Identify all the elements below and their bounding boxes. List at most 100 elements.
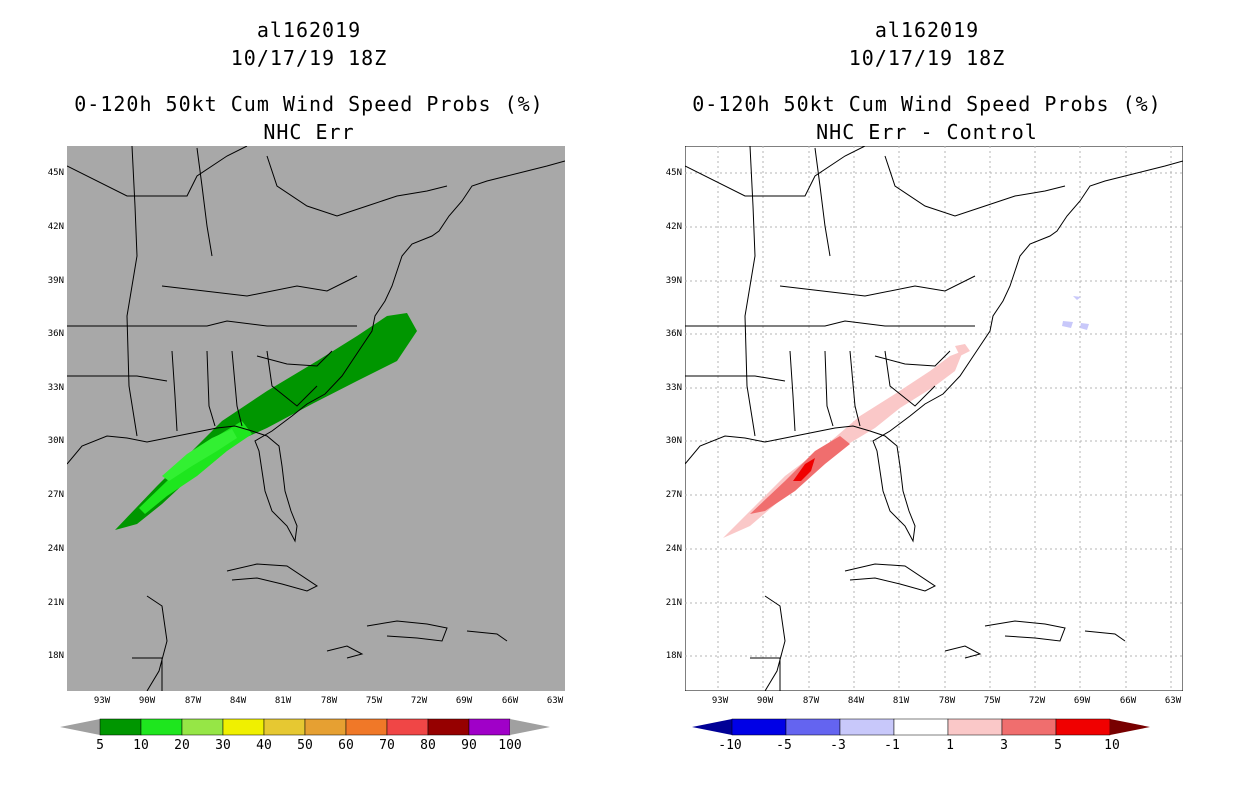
colorbar-label: -3: [830, 738, 846, 753]
lon-label: 66W: [501, 696, 519, 706]
map-background: [685, 146, 1183, 691]
diff-blob: [1073, 296, 1081, 300]
grid-lines: [685, 146, 1183, 691]
lon-label: 87W: [802, 696, 820, 706]
probability-map: [67, 146, 565, 691]
lat-label: 18N: [47, 651, 64, 661]
colorbar-label: 30: [215, 738, 231, 753]
colorbar-end-high: [510, 719, 550, 735]
lat-label: 33N: [665, 383, 682, 393]
colorbar-end-low: [60, 719, 100, 735]
lon-label: 72W: [1028, 696, 1046, 706]
colorbar-segment: [263, 718, 306, 736]
colorbar-segment: [304, 718, 347, 736]
lon-label: 93W: [711, 696, 729, 706]
lat-label: 33N: [47, 383, 64, 393]
lat-label: 21N: [47, 598, 64, 608]
difference-map: [685, 146, 1183, 691]
lat-label: 42N: [47, 222, 64, 232]
coastlines: [685, 146, 1183, 691]
lon-label: 78W: [938, 696, 956, 706]
colorbar-segment: [893, 718, 949, 736]
colorbar-label: 3: [1000, 738, 1008, 753]
lon-label: 69W: [455, 696, 473, 706]
lat-label: 36N: [47, 329, 64, 339]
diff-blob: [1062, 321, 1073, 328]
colorbar-label: 5: [1054, 738, 1062, 753]
colorbar-label: 90: [461, 738, 477, 753]
colorbar-end-high: [1110, 719, 1150, 735]
colorbar-segment: [731, 718, 787, 736]
colorbar-segment: [222, 718, 265, 736]
colorbar-label: 20: [174, 738, 190, 753]
lon-label: 69W: [1073, 696, 1091, 706]
lat-label: 18N: [665, 651, 682, 661]
colorbar-label: 40: [256, 738, 272, 753]
lon-label: 78W: [320, 696, 338, 706]
lat-label: 45N: [665, 168, 682, 178]
colorbar-segment: [1055, 718, 1111, 736]
lat-label: 30N: [665, 436, 682, 446]
lon-label: 75W: [983, 696, 1001, 706]
storm-id-title: al162019: [256, 18, 362, 42]
lat-label: 30N: [47, 436, 64, 446]
diff-blob: [955, 344, 970, 356]
right-panel: al162019 10/17/19 18Z 0-120h 50kt Cum Wi…: [618, 0, 1236, 800]
lat-label: 24N: [47, 544, 64, 554]
colorbar-label: -1: [884, 738, 900, 753]
colorbar-label: 60: [338, 738, 354, 753]
map-background: [67, 146, 565, 691]
colorbar-label: 50: [297, 738, 313, 753]
lon-label: 93W: [93, 696, 111, 706]
lon-label: 72W: [410, 696, 428, 706]
diff-blob: [1080, 323, 1089, 330]
product-title: 0-120h 50kt Cum Wind Speed Probs (%): [74, 92, 544, 116]
colorbar-segment: [140, 718, 183, 736]
lon-label: 66W: [1119, 696, 1137, 706]
lon-label: 81W: [274, 696, 292, 706]
storm-id-title: al162019: [874, 18, 980, 42]
datetime-title: 10/17/19 18Z: [230, 46, 388, 70]
subtitle: NHC Err: [263, 120, 355, 144]
colorbar-label: 10: [1104, 738, 1120, 753]
lat-label: 27N: [665, 490, 682, 500]
lon-label: 87W: [184, 696, 202, 706]
colorbar-segment: [99, 718, 142, 736]
lat-label: 39N: [47, 276, 64, 286]
lat-label: 45N: [47, 168, 64, 178]
lon-label: 81W: [892, 696, 910, 706]
colorbar-segment: [785, 718, 841, 736]
colorbar-label: 10: [133, 738, 149, 753]
colorbar-segment: [345, 718, 388, 736]
product-title: 0-120h 50kt Cum Wind Speed Probs (%): [692, 92, 1162, 116]
lat-label: 39N: [665, 276, 682, 286]
lat-label: 27N: [47, 490, 64, 500]
coastlines: [67, 146, 565, 691]
lon-label: 63W: [1164, 696, 1182, 706]
lon-label: 90W: [756, 696, 774, 706]
lon-label: 84W: [229, 696, 247, 706]
lon-label: 84W: [847, 696, 865, 706]
colorbar-segment: [947, 718, 1003, 736]
colorbar-end-low: [692, 719, 732, 735]
datetime-title: 10/17/19 18Z: [848, 46, 1006, 70]
colorbar-svg: [60, 718, 550, 736]
lon-label: 63W: [546, 696, 564, 706]
left-panel: al162019 10/17/19 18Z 0-120h 50kt Cum Wi…: [47, 18, 565, 753]
colorbar-segment: [468, 718, 511, 736]
colorbar-label: -10: [718, 738, 742, 753]
lat-label: 24N: [665, 544, 682, 554]
lat-label: 42N: [665, 222, 682, 232]
colorbar-label: 5: [96, 738, 104, 753]
colorbar-label: 80: [420, 738, 436, 753]
colorbar-segment: [1001, 718, 1057, 736]
colorbar-label: 70: [379, 738, 395, 753]
lat-label: 36N: [665, 329, 682, 339]
colorbar: [676, 718, 1172, 736]
lon-label: 90W: [138, 696, 156, 706]
colorbar-svg: [692, 718, 1150, 736]
colorbar-segment: [386, 718, 429, 736]
colorbar-label: 1: [946, 738, 954, 753]
colorbar: [58, 718, 554, 736]
lon-label: 75W: [365, 696, 383, 706]
